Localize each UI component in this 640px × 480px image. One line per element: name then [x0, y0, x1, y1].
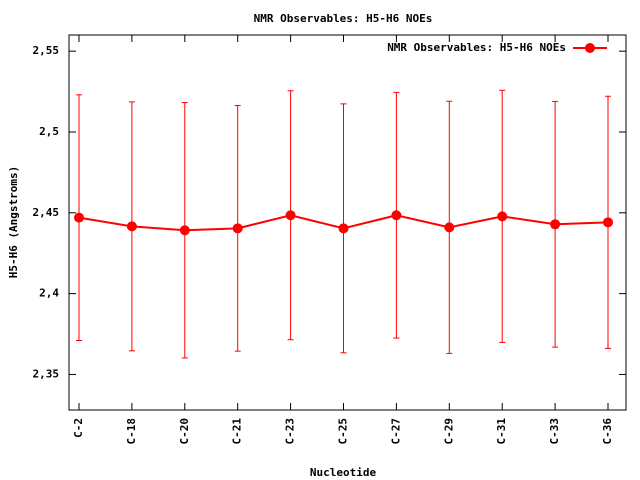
x-tick-label: C-21	[231, 418, 244, 445]
y-tick-label: 2,35	[33, 367, 60, 380]
x-tick-label: C-27	[389, 418, 402, 445]
y-tick-label: 2,45	[33, 206, 60, 219]
x-tick-label: C-29	[442, 418, 455, 445]
x-tick-label: C-18	[125, 418, 138, 445]
plot-frame	[68, 34, 627, 411]
x-tick-label: C-33	[548, 418, 561, 445]
point	[232, 223, 243, 234]
y-tick-label: 2,5	[39, 125, 59, 138]
x-tick-label: C-2	[72, 418, 85, 438]
y-axis-label: H5-H6 (Angstroms)	[7, 166, 20, 279]
legend-marker	[585, 43, 595, 53]
point	[497, 211, 508, 222]
y-tick-label: 2,4	[39, 287, 59, 300]
point	[603, 217, 613, 228]
chart-title: NMR Observables: H5-H6 NOEs	[254, 12, 433, 25]
point	[179, 225, 190, 236]
point	[391, 210, 402, 221]
y-tick-label: 2,55	[33, 44, 60, 57]
x-tick-label: C-31	[495, 418, 508, 445]
x-tick-label: C-36	[601, 418, 614, 445]
x-tick-label: C-20	[178, 418, 191, 445]
point	[338, 223, 349, 234]
x-tick-label: C-23	[284, 418, 297, 445]
point	[444, 222, 455, 233]
point	[74, 212, 84, 223]
x-tick-label: C-25	[337, 418, 350, 445]
point	[550, 219, 561, 230]
point	[126, 221, 137, 232]
x-axis-label: Nucleotide	[310, 466, 377, 479]
legend-label: NMR Observables: H5-H6 NOEs	[387, 41, 566, 54]
point	[285, 210, 296, 221]
